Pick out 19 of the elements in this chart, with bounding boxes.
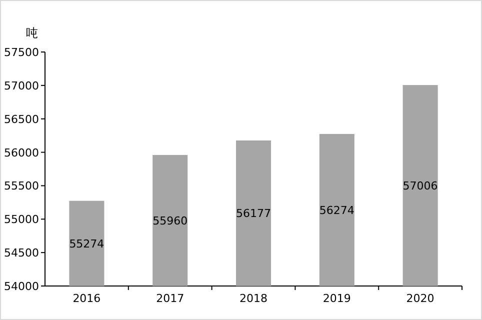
y-tick-label: 56500 bbox=[4, 112, 39, 126]
y-tick-label: 57000 bbox=[4, 79, 39, 92]
data-label: 57006 bbox=[402, 180, 438, 193]
x-tick-label: 2017 bbox=[156, 292, 184, 305]
x-tick-label: 2019 bbox=[322, 292, 351, 305]
y-tick-label: 55500 bbox=[4, 180, 39, 193]
data-label: 56274 bbox=[319, 204, 354, 217]
data-label: 55960 bbox=[152, 214, 188, 228]
y-tick-label: 54500 bbox=[4, 246, 39, 260]
x-tick-label: 2018 bbox=[240, 292, 268, 305]
x-tick-label: 2020 bbox=[406, 292, 434, 305]
data-label: 56177 bbox=[236, 207, 271, 220]
y-tick-label: 55000 bbox=[4, 213, 39, 226]
data-label: 55274 bbox=[69, 237, 104, 250]
x-tick-label: 2016 bbox=[72, 292, 101, 305]
y-tick-label: 56000 bbox=[4, 146, 39, 160]
y-tick-label: 57500 bbox=[4, 46, 39, 59]
y-tick-label: 54000 bbox=[4, 280, 39, 293]
y-axis-title: 吨 bbox=[26, 26, 38, 40]
